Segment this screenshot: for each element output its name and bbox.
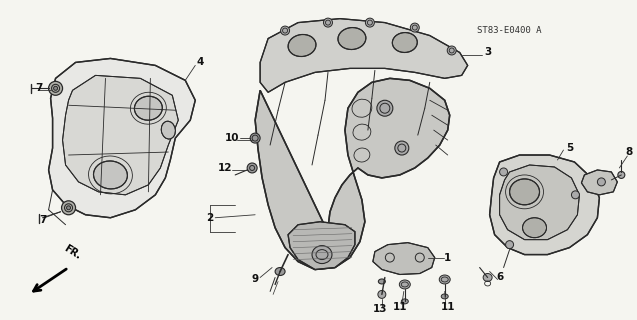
- Polygon shape: [373, 243, 434, 275]
- Ellipse shape: [312, 246, 332, 264]
- Polygon shape: [288, 222, 355, 269]
- Text: 13: 13: [373, 304, 387, 314]
- Ellipse shape: [392, 33, 417, 52]
- Text: 2: 2: [206, 213, 214, 223]
- Ellipse shape: [447, 46, 456, 55]
- Ellipse shape: [598, 178, 605, 186]
- Text: 9: 9: [252, 275, 259, 284]
- Text: 7: 7: [35, 83, 42, 93]
- Text: 4: 4: [197, 57, 204, 68]
- Ellipse shape: [377, 100, 393, 116]
- Polygon shape: [260, 19, 468, 92]
- Ellipse shape: [48, 81, 62, 95]
- Text: 11: 11: [392, 302, 407, 312]
- Ellipse shape: [366, 18, 375, 27]
- Ellipse shape: [618, 172, 625, 179]
- Text: 5: 5: [566, 143, 573, 153]
- Ellipse shape: [62, 201, 76, 215]
- Text: 12: 12: [218, 163, 233, 173]
- Ellipse shape: [134, 96, 162, 120]
- Ellipse shape: [401, 299, 408, 304]
- Ellipse shape: [250, 133, 260, 143]
- Ellipse shape: [499, 168, 508, 176]
- Ellipse shape: [288, 35, 316, 57]
- Text: 11: 11: [440, 302, 455, 312]
- Polygon shape: [499, 165, 580, 240]
- Text: 10: 10: [225, 133, 240, 143]
- Ellipse shape: [378, 279, 385, 284]
- Ellipse shape: [440, 275, 450, 284]
- Ellipse shape: [399, 280, 410, 289]
- Ellipse shape: [441, 294, 448, 299]
- Ellipse shape: [161, 121, 175, 139]
- Ellipse shape: [510, 179, 540, 205]
- Ellipse shape: [66, 206, 71, 210]
- Polygon shape: [490, 155, 599, 255]
- Text: 6: 6: [496, 273, 503, 283]
- Ellipse shape: [275, 268, 285, 276]
- Ellipse shape: [338, 28, 366, 50]
- Ellipse shape: [94, 161, 127, 189]
- Ellipse shape: [506, 241, 513, 249]
- Ellipse shape: [410, 23, 419, 32]
- Ellipse shape: [483, 274, 492, 282]
- Ellipse shape: [324, 18, 333, 27]
- Text: FR.: FR.: [62, 244, 83, 261]
- Ellipse shape: [395, 141, 409, 155]
- Text: ST83-E0400 A: ST83-E0400 A: [477, 27, 541, 36]
- Polygon shape: [582, 170, 617, 195]
- Polygon shape: [62, 76, 178, 195]
- Ellipse shape: [54, 86, 57, 90]
- Text: 8: 8: [626, 147, 633, 157]
- Polygon shape: [48, 59, 196, 218]
- Polygon shape: [255, 78, 450, 269]
- Ellipse shape: [571, 191, 580, 199]
- Ellipse shape: [522, 218, 547, 238]
- Ellipse shape: [280, 26, 290, 35]
- Text: 7: 7: [39, 215, 47, 225]
- Text: 3: 3: [484, 47, 491, 58]
- Ellipse shape: [378, 291, 386, 298]
- Text: 1: 1: [444, 252, 452, 263]
- Ellipse shape: [247, 163, 257, 173]
